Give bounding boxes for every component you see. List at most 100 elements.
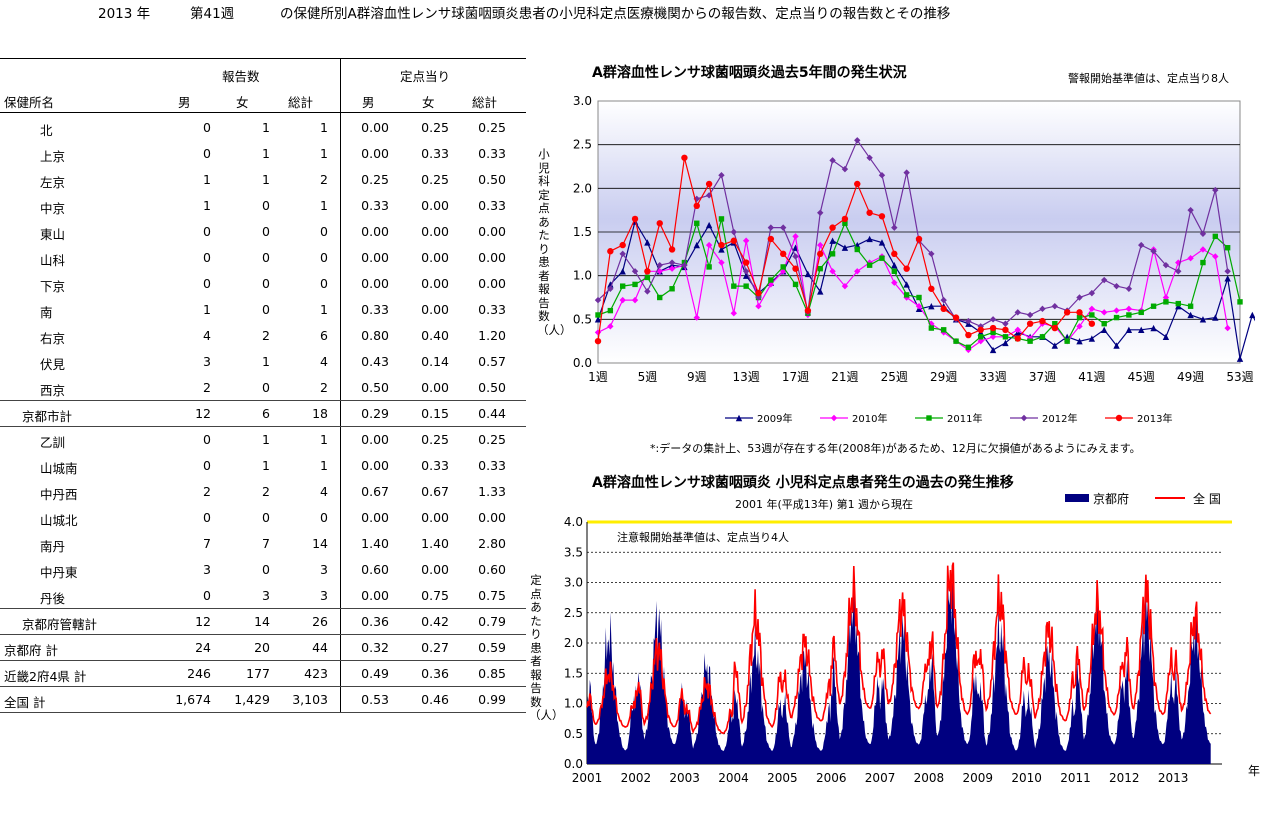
row-male-per: 0.00 — [361, 276, 389, 291]
row-male-per: 0.00 — [361, 432, 389, 447]
chart1-point — [1237, 299, 1243, 305]
chart1-point — [705, 180, 713, 188]
row-male: 12 — [195, 406, 211, 421]
chart1-point — [1076, 323, 1083, 330]
chart1-point — [1101, 321, 1107, 327]
row-total: 3 — [320, 588, 328, 603]
chart1-point — [1051, 324, 1059, 332]
chart1-xtick: 29週 — [930, 370, 957, 384]
row-male-per: 0.43 — [361, 354, 389, 369]
row-male-per: 0.00 — [361, 510, 389, 525]
chart1-point — [989, 346, 997, 354]
chart1-point — [1113, 342, 1120, 349]
chart1-point — [607, 281, 614, 288]
chart1-point — [829, 157, 836, 164]
chart1-point — [829, 224, 836, 231]
row-total: 2 — [320, 172, 328, 187]
row-female-per: 0.00 — [421, 250, 449, 265]
chart1-point — [891, 261, 898, 269]
table-row: 京都府管轄計 12 14 26 0.36 0.42 0.79 — [0, 608, 526, 634]
row-name: 北 — [40, 123, 53, 138]
chart1-point — [632, 281, 638, 288]
chart1-point — [928, 285, 935, 292]
chart1-legend-item: 2012年 — [1010, 412, 1077, 425]
col-male-per: 男 — [362, 95, 375, 110]
chart1-point — [854, 246, 860, 253]
chart1-xtick: 49週 — [1177, 370, 1204, 384]
chart1-point — [619, 241, 626, 249]
chart1-point — [903, 265, 910, 272]
chart1-point — [706, 264, 712, 270]
row-female-per: 0.75 — [421, 588, 449, 603]
col-female: 女 — [236, 95, 249, 110]
row-female: 6 — [262, 406, 270, 421]
row-female: 177 — [246, 666, 270, 681]
row-female: 1,429 — [234, 692, 270, 707]
chart1-point — [742, 268, 750, 275]
chart1-xtick: 25週 — [881, 370, 908, 384]
chart1-point — [866, 235, 873, 243]
chart2-xtick: 2008 — [914, 771, 945, 785]
section-divider — [340, 58, 341, 712]
chart1-point — [1212, 186, 1219, 194]
title-week: 第41週 — [190, 6, 235, 22]
chart1-point — [1026, 320, 1034, 327]
chart2-ytick: 3.0 — [564, 576, 583, 590]
row-female-per: 0.25 — [421, 172, 449, 187]
table-row: 京都府 計 24 20 44 0.32 0.27 0.59 — [0, 634, 526, 660]
chart1-legend-label: 2010年 — [852, 412, 887, 425]
row-name: 全国 計 — [4, 695, 46, 710]
chart1-point — [940, 327, 947, 333]
table-group-header: 報告数 定点当り — [0, 60, 526, 86]
chart1-point — [841, 165, 849, 173]
row-male-per: 0.60 — [361, 562, 389, 577]
legend-national-label: 全 国 — [1193, 492, 1221, 506]
chart1-point — [1138, 241, 1145, 249]
chart1-point — [854, 180, 861, 188]
chart2-ytick: 1.0 — [564, 697, 583, 711]
row-female-per: 0.00 — [421, 198, 449, 213]
chart2-xtick: 2011 — [1060, 771, 1091, 785]
row-total-per: 0.00 — [478, 510, 506, 525]
chart1-legend-marker — [1115, 414, 1123, 422]
row-male-per: 0.33 — [361, 198, 389, 213]
row-female-per: 0.14 — [421, 354, 449, 369]
chart1-point — [1002, 320, 1009, 327]
group-per-site: 定点当り — [400, 69, 451, 84]
chart1-point — [644, 288, 651, 295]
chart2-xtick: 2002 — [621, 771, 652, 785]
chart1-legend-marker — [926, 415, 932, 421]
row-name: 上京 — [40, 149, 66, 164]
row-female: 1 — [262, 146, 270, 161]
row-male: 0 — [203, 146, 211, 161]
row-male: 1 — [203, 302, 211, 317]
chart1-point — [952, 314, 960, 321]
chart1-point — [644, 274, 651, 281]
chart1-point — [1100, 309, 1108, 316]
chart1-point — [928, 303, 935, 310]
chart1-legend-item: 2011年 — [915, 412, 982, 425]
row-male: 0 — [203, 432, 211, 447]
row-name: 伏見 — [40, 357, 66, 372]
chart1-point — [1100, 326, 1108, 334]
chart1-point — [866, 262, 873, 268]
row-male-per: 0.00 — [361, 458, 389, 473]
row-total-per: 0.75 — [478, 588, 506, 603]
table-row: 左京 1 1 2 0.25 0.25 0.50 — [0, 166, 526, 192]
table-row: 乙訓 0 1 1 0.00 0.25 0.25 — [0, 426, 526, 452]
chart2-ytick: 1.5 — [564, 666, 583, 680]
chart1-point — [903, 281, 910, 288]
chart1-point — [916, 294, 922, 301]
chart1-ytick: 2.5 — [573, 138, 592, 152]
chart1-point — [718, 241, 725, 249]
chart1-point — [743, 283, 749, 289]
row-female: 1 — [262, 172, 270, 187]
chart2-xtick: 2007 — [865, 771, 896, 785]
row-name: 山城北 — [40, 513, 78, 528]
chart1-series-2011年 — [595, 216, 1243, 350]
chart1-point — [817, 288, 824, 295]
chart1-point — [891, 250, 898, 258]
row-female: 1 — [262, 120, 270, 135]
row-male-per: 0.32 — [361, 640, 389, 655]
row-female: 7 — [262, 536, 270, 551]
